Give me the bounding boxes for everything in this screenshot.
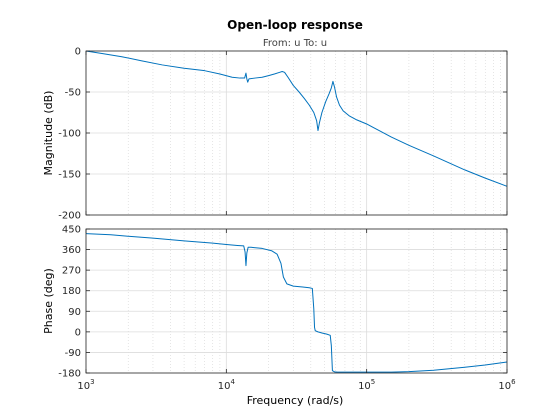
phase-panel: -180 -90 0 90 180 270 360 450 103 104 105 106 Phase … bbox=[42, 225, 516, 393]
y-tick-label: 180 bbox=[62, 286, 81, 297]
response-line bbox=[85, 233, 508, 373]
y-tick-label: -90 bbox=[65, 348, 81, 359]
y-tick-label: -200 bbox=[58, 211, 81, 222]
x-tick-label: 106 bbox=[498, 378, 516, 392]
io-subtitle: From: u To: u bbox=[263, 38, 327, 49]
x-tick-label: 105 bbox=[358, 378, 375, 392]
response-line bbox=[85, 50, 508, 187]
y-axis-label: Magnitude (dB) bbox=[42, 91, 55, 176]
y-tick-label: 0 bbox=[75, 47, 81, 58]
x-axis-label: Frequency (rad/s) bbox=[247, 394, 344, 407]
y-tick-label: 90 bbox=[68, 307, 81, 318]
y-tick-label: 270 bbox=[62, 266, 81, 277]
plot-background bbox=[86, 229, 507, 373]
y-tick-label: -100 bbox=[58, 129, 81, 140]
y-tick-label: 0 bbox=[75, 327, 81, 338]
magnitude-panel: -200 -150 -100 -50 0 Magnitude (dB) bbox=[42, 47, 508, 222]
y-tick-label: -50 bbox=[65, 88, 81, 99]
x-tick-label: 104 bbox=[218, 378, 236, 392]
chart-title: Open-loop response bbox=[227, 18, 363, 32]
y-axis-label: Phase (deg) bbox=[42, 268, 55, 334]
axes-box bbox=[85, 228, 508, 374]
y-tick-label: -180 bbox=[58, 369, 81, 380]
y-tick-label: 360 bbox=[62, 245, 81, 256]
x-tick-label: 103 bbox=[77, 378, 94, 392]
y-tick-label: 450 bbox=[62, 225, 81, 236]
y-tick-label: -150 bbox=[58, 170, 81, 181]
